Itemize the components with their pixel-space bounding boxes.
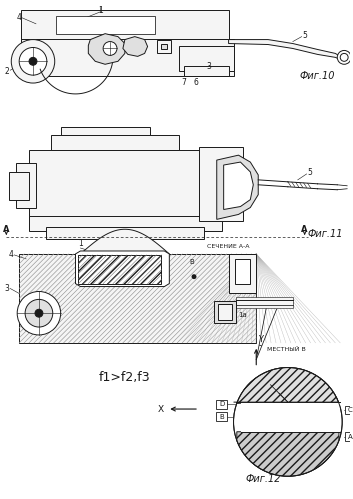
Text: В: В: [219, 414, 224, 420]
Text: 1: 1: [78, 239, 83, 248]
Text: f1°: f1°: [269, 301, 277, 306]
Text: f2,f3°: f2,f3°: [280, 302, 295, 307]
Bar: [21, 38, 234, 76]
Circle shape: [19, 47, 47, 75]
Circle shape: [192, 274, 197, 279]
FancyBboxPatch shape: [345, 406, 353, 415]
Bar: [229, 254, 256, 293]
Circle shape: [103, 41, 117, 55]
Circle shape: [234, 368, 342, 476]
Text: 1a: 1a: [239, 312, 247, 318]
Polygon shape: [224, 162, 253, 210]
Bar: [9, 172, 29, 200]
Polygon shape: [217, 155, 258, 220]
Polygon shape: [237, 432, 339, 476]
Text: В: В: [190, 259, 195, 265]
Polygon shape: [88, 33, 125, 64]
Bar: [29, 150, 202, 220]
Bar: [157, 39, 171, 53]
Circle shape: [35, 309, 43, 317]
Text: X: X: [157, 405, 163, 414]
Text: 2: 2: [5, 67, 9, 76]
Text: 1: 1: [98, 6, 103, 15]
Bar: [237, 297, 293, 308]
Bar: [214, 301, 235, 323]
Polygon shape: [123, 36, 148, 56]
Text: 4: 4: [8, 250, 13, 259]
Bar: [56, 16, 155, 33]
Text: 3: 3: [207, 62, 212, 71]
Circle shape: [25, 299, 53, 327]
Text: f1>f2,f3: f1>f2,f3: [99, 371, 151, 384]
FancyBboxPatch shape: [216, 413, 227, 421]
Bar: [51, 135, 179, 150]
Circle shape: [337, 50, 351, 64]
Bar: [184, 66, 229, 76]
Text: 6: 6: [193, 78, 198, 87]
Text: 5: 5: [307, 169, 312, 178]
Text: Y: Y: [258, 335, 263, 344]
Circle shape: [17, 291, 61, 335]
Text: C: C: [348, 407, 353, 413]
Bar: [199, 147, 244, 222]
Text: Фиг.11: Фиг.11: [307, 229, 343, 239]
Polygon shape: [241, 402, 340, 432]
Text: МЕСТНЫЙ В: МЕСТНЫЙ В: [267, 347, 306, 352]
Circle shape: [29, 57, 37, 65]
Bar: [29, 217, 222, 231]
Text: СЕЧЕНИЕ А-А: СЕЧЕНИЕ А-А: [207, 244, 250, 249]
Polygon shape: [80, 229, 169, 254]
Bar: [46, 227, 204, 239]
Text: A: A: [301, 225, 308, 234]
Circle shape: [11, 39, 55, 83]
Bar: [61, 128, 150, 135]
Bar: [179, 46, 234, 71]
Polygon shape: [76, 251, 169, 286]
Polygon shape: [229, 39, 340, 59]
Bar: [19, 254, 256, 343]
Polygon shape: [234, 368, 339, 403]
Text: A: A: [348, 434, 353, 440]
FancyBboxPatch shape: [216, 400, 227, 409]
Text: 4: 4: [16, 13, 21, 22]
Bar: [218, 304, 232, 320]
Text: Фиг.10: Фиг.10: [300, 71, 335, 81]
Text: 3: 3: [5, 284, 9, 293]
Bar: [21, 10, 229, 41]
FancyBboxPatch shape: [345, 432, 353, 441]
Text: 7: 7: [182, 78, 187, 87]
Bar: [234, 259, 250, 283]
Text: 5: 5: [303, 31, 307, 40]
Polygon shape: [78, 255, 161, 283]
Text: D: D: [219, 401, 224, 407]
Bar: [161, 43, 167, 49]
Bar: [16, 163, 36, 208]
Text: Фиг.12: Фиг.12: [245, 474, 281, 484]
Text: A: A: [3, 225, 10, 234]
